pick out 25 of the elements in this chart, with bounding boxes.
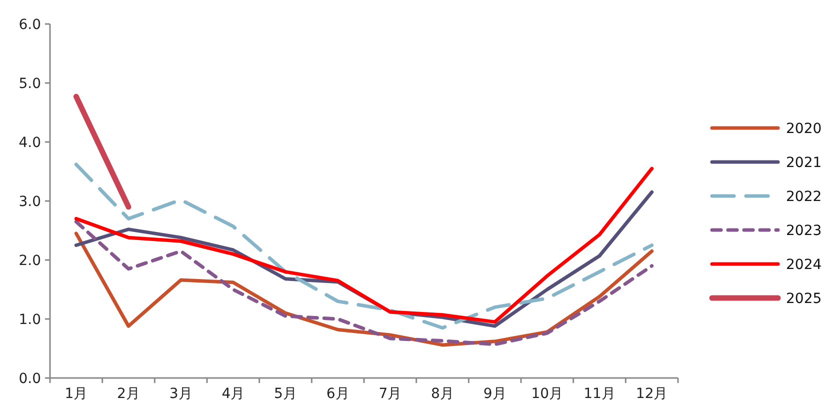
x-tick-label: 10月	[531, 386, 564, 402]
x-tick-label: 8月	[431, 386, 454, 402]
y-tick-label: 2.0	[18, 252, 41, 269]
legend-label: 2023	[786, 222, 822, 239]
x-tick-label: 1月	[64, 386, 88, 402]
x-tick-label: 12月	[636, 386, 668, 402]
y-tick-label: 4.0	[18, 134, 41, 151]
x-tick-label: 4月	[222, 386, 245, 402]
legend-label: 2020	[786, 120, 822, 137]
x-tick-label: 7月	[378, 386, 402, 402]
x-tick-label: 3月	[169, 386, 192, 402]
legend-label: 2024	[786, 256, 822, 273]
legend-label: 2025	[786, 290, 822, 307]
y-tick-label: 1.0	[18, 312, 41, 328]
legend-label: 2022	[786, 188, 822, 205]
y-tick-label: 6.0	[18, 16, 41, 33]
y-tick-label: 5.0	[18, 76, 41, 92]
y-tick-label: 0.0	[18, 370, 41, 387]
x-tick-label: 9月	[483, 386, 506, 402]
x-tick-label: 6月	[326, 386, 350, 402]
y-tick-label: 3.0	[18, 194, 41, 210]
legend-label: 2021	[786, 154, 822, 171]
x-tick-label: 5月	[274, 386, 297, 402]
x-tick-label: 2月	[117, 386, 140, 402]
x-tick-label: 11月	[584, 386, 616, 402]
